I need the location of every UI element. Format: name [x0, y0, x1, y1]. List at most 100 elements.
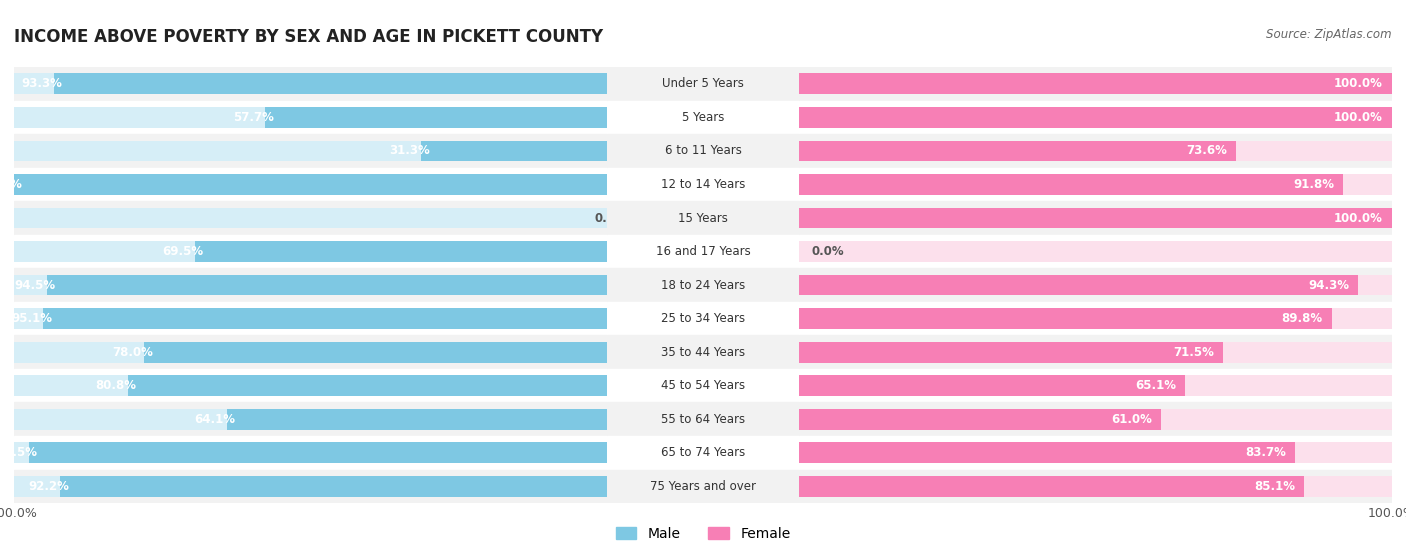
Bar [800, 442, 1392, 463]
Bar [800, 476, 1303, 497]
Bar [14, 335, 606, 369]
Bar [46, 274, 606, 296]
Bar [800, 442, 1295, 463]
Bar [14, 174, 606, 195]
Text: 100.0%: 100.0% [0, 178, 22, 191]
Bar [800, 409, 1392, 430]
Bar [800, 140, 1236, 162]
Text: 92.2%: 92.2% [28, 480, 69, 493]
Text: 94.3%: 94.3% [1308, 278, 1350, 292]
Text: 25 to 34 Years: 25 to 34 Years [661, 312, 745, 325]
Bar [14, 274, 606, 296]
Bar [800, 308, 1331, 329]
Text: 45 to 54 Years: 45 to 54 Years [661, 379, 745, 392]
Legend: Male, Female: Male, Female [610, 522, 796, 547]
Bar [14, 302, 606, 335]
Text: 94.5%: 94.5% [14, 278, 55, 292]
Bar [14, 476, 606, 497]
Bar [128, 375, 606, 396]
Bar [800, 268, 1392, 302]
Bar [14, 73, 606, 94]
Text: 15 Years: 15 Years [678, 211, 728, 225]
Bar [800, 470, 1392, 503]
Bar [800, 168, 1392, 201]
Text: 71.5%: 71.5% [1174, 345, 1215, 359]
Bar [606, 101, 800, 134]
Bar [800, 174, 1343, 195]
Bar [14, 402, 606, 436]
Bar [800, 274, 1358, 296]
Bar [800, 402, 1392, 436]
Bar [14, 101, 606, 134]
Text: 0.0%: 0.0% [811, 245, 844, 258]
Bar [606, 470, 800, 503]
Text: 78.0%: 78.0% [112, 345, 153, 359]
Text: 65 to 74 Years: 65 to 74 Years [661, 446, 745, 459]
Bar [606, 134, 800, 168]
Bar [606, 369, 800, 402]
Text: 73.6%: 73.6% [1185, 144, 1226, 158]
Bar [14, 409, 606, 430]
Bar [14, 342, 606, 363]
Bar [14, 174, 606, 195]
Bar [800, 335, 1392, 369]
Text: 61.0%: 61.0% [1111, 413, 1152, 426]
Bar [14, 201, 606, 235]
Bar [14, 268, 606, 302]
Bar [14, 235, 606, 268]
Text: 16 and 17 Years: 16 and 17 Years [655, 245, 751, 258]
Bar [14, 308, 606, 329]
Bar [606, 235, 800, 268]
Bar [606, 201, 800, 235]
Bar [800, 134, 1392, 168]
Text: 97.5%: 97.5% [0, 446, 38, 459]
Bar [606, 67, 800, 101]
Bar [422, 140, 606, 162]
Bar [30, 442, 606, 463]
Bar [800, 101, 1392, 134]
Text: 83.7%: 83.7% [1246, 446, 1286, 459]
Bar [800, 476, 1392, 497]
Text: Under 5 Years: Under 5 Years [662, 77, 744, 91]
Bar [800, 375, 1185, 396]
Bar [800, 201, 1392, 235]
Text: 12 to 14 Years: 12 to 14 Years [661, 178, 745, 191]
Bar [800, 107, 1392, 128]
Bar [800, 73, 1392, 94]
Bar [14, 375, 606, 396]
Bar [800, 274, 1392, 296]
Bar [800, 308, 1392, 329]
Bar [606, 335, 800, 369]
Bar [14, 67, 606, 101]
Bar [14, 168, 606, 201]
Bar [800, 174, 1392, 195]
Text: 18 to 24 Years: 18 to 24 Years [661, 278, 745, 292]
Bar [800, 67, 1392, 101]
Text: 69.5%: 69.5% [163, 245, 204, 258]
Text: 93.3%: 93.3% [21, 77, 63, 91]
Bar [800, 375, 1392, 396]
Bar [145, 342, 606, 363]
Bar [606, 402, 800, 436]
Text: 35 to 44 Years: 35 to 44 Years [661, 345, 745, 359]
Bar [264, 107, 606, 128]
Text: 57.7%: 57.7% [233, 111, 274, 124]
Bar [800, 107, 1392, 128]
Text: Source: ZipAtlas.com: Source: ZipAtlas.com [1267, 28, 1392, 41]
Bar [226, 409, 606, 430]
Bar [800, 436, 1392, 470]
Bar [14, 140, 606, 162]
Bar [800, 140, 1392, 162]
Bar [606, 268, 800, 302]
Text: 100.0%: 100.0% [1334, 77, 1384, 91]
Text: 91.8%: 91.8% [1294, 178, 1334, 191]
Bar [44, 308, 606, 329]
Bar [14, 436, 606, 470]
Text: 55 to 64 Years: 55 to 64 Years [661, 413, 745, 426]
Text: 95.1%: 95.1% [11, 312, 52, 325]
Bar [800, 302, 1392, 335]
Bar [800, 207, 1392, 229]
Text: 31.3%: 31.3% [389, 144, 430, 158]
Bar [14, 107, 606, 128]
Bar [606, 436, 800, 470]
